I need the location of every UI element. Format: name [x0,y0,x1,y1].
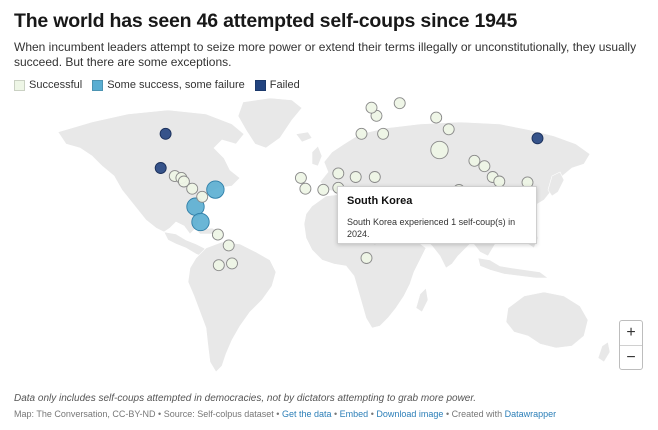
tooltip-body: South Korea experienced 1 self-coup(s) i… [347,217,516,239]
legend-label: Failed [269,79,300,91]
land-madagascar [415,287,429,313]
marker-senegal[interactable] [294,171,307,184]
legend-label: Successful [29,79,83,91]
marker-chad[interactable] [349,171,362,183]
legend-item-some-success: Some success, some failure [92,79,245,91]
land-new-zealand [597,341,611,363]
get-data-link[interactable]: Get the data [281,409,332,419]
legend-swatch-successful [14,79,25,91]
marker-united-states[interactable] [159,127,172,140]
legend-label: Some success, some failure [107,79,245,91]
marker-russia[interactable] [393,97,406,110]
marker-south-africa[interactable] [360,252,373,264]
land-uk [311,145,323,167]
footer-credits: Map: The Conversation, CC-BY-ND • Source… [14,409,280,419]
land-iceland [295,131,313,143]
marker-bangladesh[interactable] [468,154,481,167]
marker-argentina[interactable] [212,259,225,272]
land-indonesia [477,257,549,279]
country-tooltip: South Korea South Korea experienced 1 se… [337,186,537,244]
marker-peru[interactable] [191,212,210,232]
marker-niger[interactable] [332,167,345,180]
marker-venezuela[interactable] [206,180,225,199]
legend: Successful Some success, some failure Fa… [14,79,310,91]
tooltip-title: South Korea [347,195,413,207]
marker-sierra-leone[interactable] [299,182,312,195]
marker-layer[interactable] [154,97,544,272]
datawrapper-link[interactable]: Datawrapper [504,409,557,419]
footer: Map: The Conversation, CC-BY-ND • Source… [14,409,556,419]
marker-greece[interactable] [355,127,368,140]
map-title: The world has seen 46 attempted self-cou… [14,10,518,32]
footer-separator: • [334,409,338,419]
map-subtitle: When incumbent leaders attempt to seize … [14,40,637,69]
marker-uruguay[interactable] [226,257,238,270]
marker-ghana[interactable] [317,183,330,196]
footer-created-with: • Created with [445,409,503,419]
marker-bolivia[interactable] [211,228,224,241]
marker-myanmar[interactable] [478,160,491,173]
marker-kazakhstan[interactable] [430,111,443,124]
marker-belarus[interactable] [365,101,378,114]
legend-swatch-some-success [92,79,104,91]
marker-nicaragua[interactable] [177,175,190,188]
legend-item-failed: Failed [254,79,300,91]
zoom-out-button[interactable]: − [620,345,642,369]
zoom-controls: + − [619,320,643,370]
download-image-link[interactable]: Download image [376,409,444,419]
footer-separator: • [370,409,374,419]
marker-kyrgyzstan[interactable] [442,123,455,136]
land-north-america [57,109,245,235]
marker-colombia[interactable] [196,190,209,203]
world-map[interactable] [0,96,658,386]
legend-swatch-failed [254,79,266,91]
data-note: Data only includes self-coups attempted … [14,393,477,404]
legend-item-successful: Successful [14,79,82,91]
marker-panama[interactable] [186,182,199,195]
marker-sudan[interactable] [368,171,381,183]
land-greenland [237,97,303,149]
marker-turkey[interactable] [377,127,390,140]
marker-pakistan[interactable] [430,140,449,160]
land-australia [505,291,589,349]
marker-mexico[interactable] [154,162,167,174]
land-south-america [187,241,277,373]
embed-link[interactable]: Embed [339,409,369,419]
land-japan [547,171,565,197]
marker-south-korea[interactable] [531,132,544,145]
marker-paraguay[interactable] [222,239,235,252]
zoom-in-button[interactable]: + [626,324,636,341]
